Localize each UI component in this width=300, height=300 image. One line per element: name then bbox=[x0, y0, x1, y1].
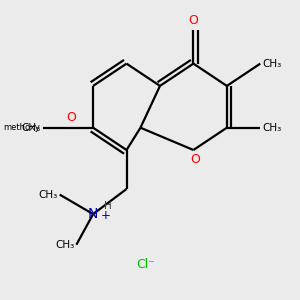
Text: O: O bbox=[191, 153, 201, 166]
Text: O: O bbox=[66, 111, 76, 124]
Text: Cl⁻: Cl⁻ bbox=[136, 258, 155, 271]
Text: CH₃: CH₃ bbox=[22, 123, 41, 133]
Text: methoxy: methoxy bbox=[3, 123, 40, 132]
Text: H: H bbox=[104, 201, 112, 211]
Text: +: + bbox=[101, 209, 111, 222]
Text: N: N bbox=[88, 207, 98, 221]
Text: CH₃: CH₃ bbox=[262, 58, 282, 69]
Text: CH₃: CH₃ bbox=[262, 123, 282, 133]
Text: CH₃: CH₃ bbox=[38, 190, 57, 200]
Text: O: O bbox=[188, 14, 198, 27]
Text: CH₃: CH₃ bbox=[56, 240, 75, 250]
